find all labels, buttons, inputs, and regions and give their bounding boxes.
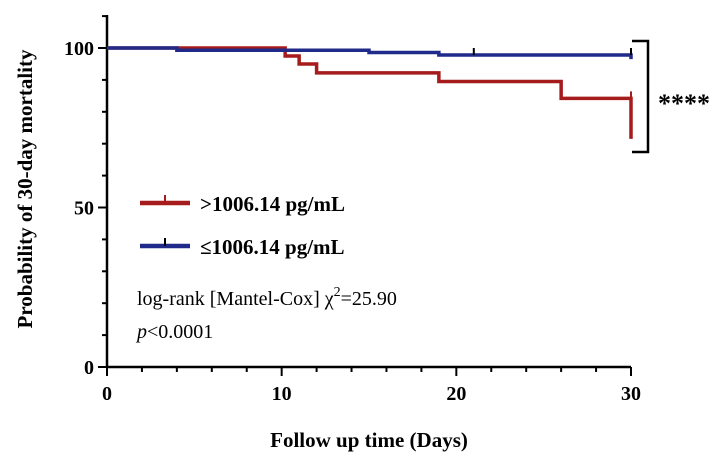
survival-curve-high — [107, 46, 633, 139]
x-axis-title: Follow up time (Days) — [270, 428, 468, 452]
p-value: p<0.0001 — [135, 321, 213, 343]
legend: >1006.14 pg/mL ≤1006.14 pg/mL — [140, 192, 345, 259]
series — [107, 46, 633, 139]
log-rank-statistic: log-rank [Mantel-Cox] χ2=25.90 — [137, 285, 397, 310]
legend-label: ≤1006.14 pg/mL — [200, 235, 345, 259]
x-tick-label: 20 — [446, 383, 466, 405]
survival-curve-low — [107, 46, 633, 60]
y-axis-title: Probability of 30-day mortality — [13, 49, 37, 329]
p-value-number: <0.0001 — [147, 321, 213, 343]
p-value-symbol: p — [135, 321, 147, 343]
chi-square-superscript: 2 — [334, 285, 341, 300]
y-tick-label: 0 — [84, 357, 94, 379]
x-tick-label: 10 — [272, 383, 292, 405]
ticks: 0 50 100 0 10 20 30 — [64, 15, 641, 405]
significance-bracket — [632, 39, 650, 154]
y-tick-label: 100 — [64, 38, 94, 60]
axes — [105, 15, 631, 369]
y-tick-label: 50 — [74, 198, 94, 220]
significance-stars: **** — [658, 89, 710, 118]
x-tick-label: 30 — [621, 383, 641, 405]
log-rank-label: log-rank [Mantel-Cox] χ — [137, 288, 334, 310]
legend-label: >1006.14 pg/mL — [200, 192, 345, 216]
chi-square-value: =25.90 — [341, 288, 397, 310]
x-tick-label: 0 — [102, 383, 112, 405]
